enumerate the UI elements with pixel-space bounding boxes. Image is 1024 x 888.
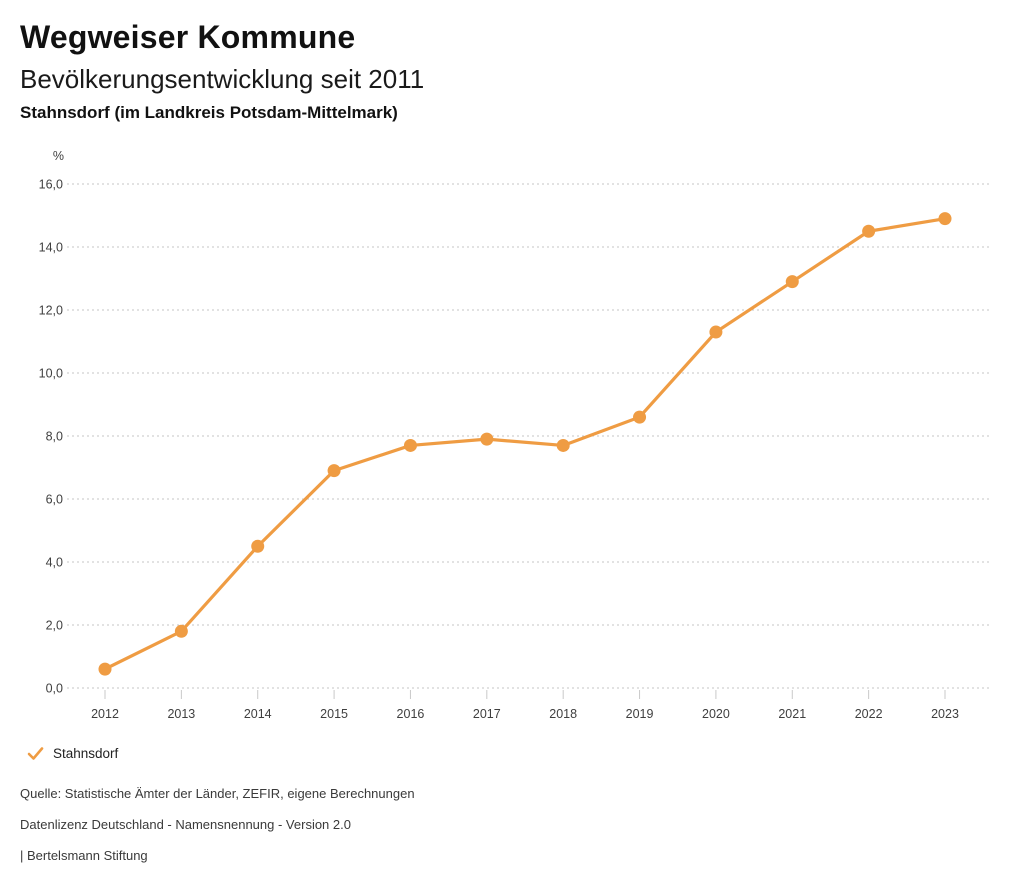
line-chart: % 0,0 2,0 4,0 6,0 8,0 10,0 12,0 14,0 16,0 2012 2013… [0,140,1024,730]
y-axis-unit-label: % [53,149,64,163]
data-point-2023[interactable] [938,212,952,226]
page-title: Wegweiser Kommune [20,19,356,55]
series-line-stahnsdorf [103,217,947,671]
legend-item-label: Stahnsdorf [53,745,119,761]
x-axis-tick-label: 2016 [397,707,425,721]
x-axis-tick-label: 2013 [167,707,195,721]
y-axis-tick-label: 12,0 [39,304,63,318]
data-point-2019[interactable] [633,410,647,424]
attribution-text: | Bertelsmann Stiftung [20,848,148,863]
data-point-2013[interactable] [174,624,188,638]
y-axis-tick-label: 14,0 [39,241,63,255]
data-point-2022[interactable] [862,224,876,238]
y-axis-tick-label: 10,0 [39,367,63,381]
license-text: Datenlizenz Deutschland - Namensnennung … [20,817,351,832]
legend-item-stahnsdorf[interactable]: Stahnsdorf [27,746,118,761]
x-axis-tick-label: 2012 [91,707,119,721]
legend-check-icon [27,746,44,760]
data-point-2014[interactable] [251,539,265,553]
y-axis-tick-label: 8,0 [46,430,63,444]
data-point-2018[interactable] [556,438,570,452]
data-point-2015[interactable] [327,464,341,478]
x-axis-tick-label: 2017 [473,707,501,721]
data-point-2021[interactable] [785,275,799,289]
data-point-2020[interactable] [709,325,723,339]
x-axis-tick-label: 2015 [320,707,348,721]
y-axis-tick-label: 0,0 [46,682,63,696]
y-axis-tick-label: 2,0 [46,619,63,633]
x-axis-tick-label: 2018 [549,707,577,721]
y-axis-tick-label: 4,0 [46,556,63,570]
chart-title: Bevölkerungsentwicklung seit 2011 [20,64,425,94]
x-axis-tick-label: 2020 [702,707,730,721]
data-point-2017[interactable] [480,432,494,446]
y-axis-tick-label: 16,0 [39,178,63,192]
chart-legend: Stahnsdorf [27,743,118,763]
x-axis-tick-label: 2022 [855,707,883,721]
source-text: Quelle: Statistische Ämter der Länder, Z… [20,786,415,801]
y-axis-tick-label: 6,0 [46,493,63,507]
x-axis-tick-label: 2023 [931,707,959,721]
chart-region-subtitle: Stahnsdorf (im Landkreis Potsdam-Mittelm… [20,103,398,122]
chart-canvas: % 0,0 2,0 4,0 6,0 8,0 10,0 12,0 14,0 16,0 2012 2013… [39,149,992,721]
x-axis-tick-label: 2019 [626,707,654,721]
x-axis-tick-label: 2014 [244,707,272,721]
data-point-2012[interactable] [98,662,112,676]
data-point-2016[interactable] [403,438,417,452]
x-axis-tick-label: 2021 [778,707,806,721]
